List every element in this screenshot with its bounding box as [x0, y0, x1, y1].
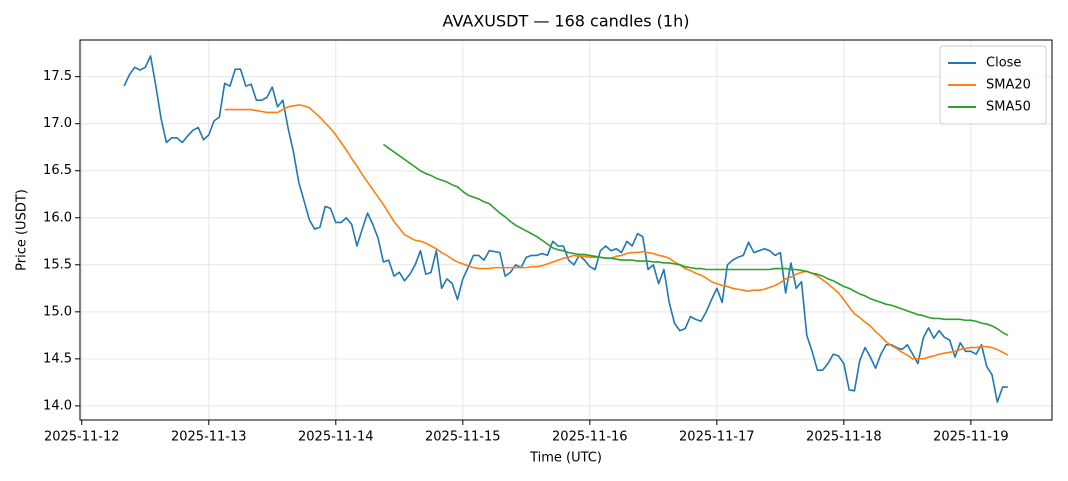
x-tick-label: 2025-11-12 — [44, 430, 120, 445]
y-tick-label: 14.0 — [43, 398, 72, 413]
series-line — [224, 104, 1009, 360]
x-tick-label: 2025-11-15 — [425, 430, 501, 445]
y-tick-label: 16.5 — [43, 163, 72, 178]
series-line — [123, 55, 1008, 403]
x-tick-label: 2025-11-16 — [552, 430, 628, 445]
x-axis-label: Time (UTC) — [529, 451, 602, 466]
x-tick-label: 2025-11-14 — [298, 430, 374, 445]
y-tick-label: 14.5 — [43, 351, 72, 366]
plot-frame — [79, 39, 1053, 421]
y-tick-label: 17.5 — [43, 69, 72, 84]
y-tick-label: 15.5 — [43, 257, 72, 272]
legend-label: SMA50 — [986, 100, 1031, 115]
x-tick-label: 2025-11-19 — [933, 430, 1009, 445]
legend-label: Close — [986, 56, 1021, 71]
y-tick-label: 17.0 — [43, 116, 72, 131]
y-axis-label: Price (USDT) — [15, 189, 30, 271]
x-tick-label: 2025-11-18 — [806, 430, 882, 445]
legend-box — [939, 45, 1047, 125]
y-tick-label: 16.0 — [43, 210, 72, 225]
y-tick-label: 15.0 — [43, 304, 72, 319]
series-line — [382, 143, 1009, 337]
x-tick-label: 2025-11-17 — [679, 430, 755, 445]
legend: Close SMA20 SMA50 — [939, 45, 1047, 125]
chart-title: AVAXUSDT — 168 candles (1h) — [443, 12, 690, 31]
x-tick-label: 2025-11-13 — [171, 430, 247, 445]
legend-label: SMA20 — [986, 78, 1031, 93]
